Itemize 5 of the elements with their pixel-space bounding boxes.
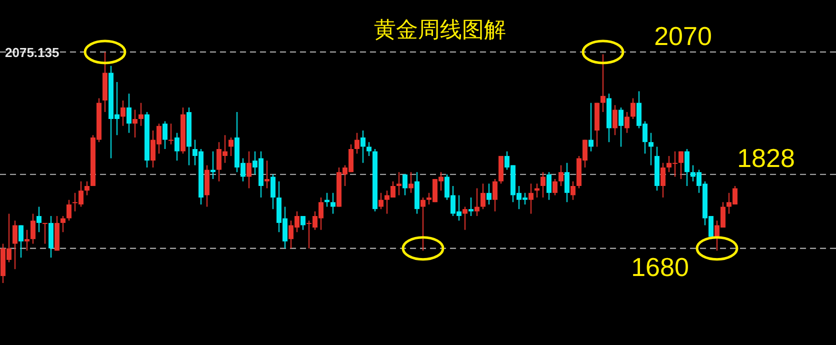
- annotation: 1828: [737, 143, 795, 173]
- annotation: 1680: [631, 252, 689, 282]
- annotation: 2075.135: [5, 45, 60, 60]
- title: 黄金周线图解: [374, 18, 506, 43]
- annotation: 2070: [654, 21, 712, 51]
